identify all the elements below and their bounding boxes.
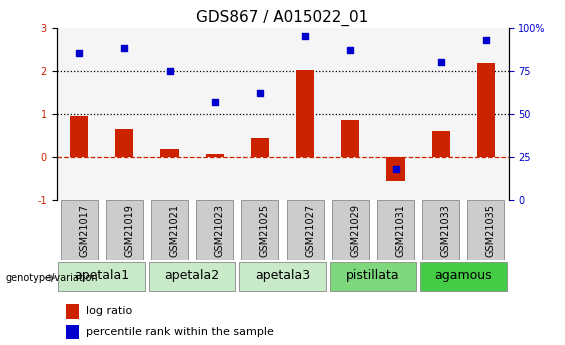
Text: GSM21029: GSM21029 xyxy=(350,204,360,257)
Bar xyxy=(467,200,505,260)
Bar xyxy=(286,200,324,260)
Text: pistillata: pistillata xyxy=(346,269,399,283)
Point xyxy=(301,33,310,39)
Bar xyxy=(66,325,79,339)
Title: GDS867 / A015022_01: GDS867 / A015022_01 xyxy=(197,10,368,26)
Text: GSM21027: GSM21027 xyxy=(305,204,315,257)
Point xyxy=(165,68,174,73)
Bar xyxy=(420,262,507,291)
Text: GSM21017: GSM21017 xyxy=(79,204,89,257)
Point xyxy=(481,37,490,42)
Bar xyxy=(66,304,79,319)
Text: GSM21019: GSM21019 xyxy=(124,204,134,257)
Bar xyxy=(160,149,179,157)
Bar xyxy=(386,157,405,181)
Bar xyxy=(241,200,279,260)
Point xyxy=(75,51,84,56)
Bar xyxy=(329,262,416,291)
Bar xyxy=(58,262,145,291)
Bar xyxy=(377,200,414,260)
Bar xyxy=(296,70,314,157)
Bar xyxy=(196,200,233,260)
Bar xyxy=(60,200,98,260)
Bar xyxy=(432,131,450,157)
Text: apetala3: apetala3 xyxy=(255,269,310,283)
Text: genotype/variation: genotype/variation xyxy=(6,273,98,283)
Text: GSM21031: GSM21031 xyxy=(396,204,406,257)
Point xyxy=(391,166,400,172)
Bar xyxy=(70,116,88,157)
Text: GSM21025: GSM21025 xyxy=(260,204,270,257)
Bar xyxy=(115,129,133,157)
Bar xyxy=(477,63,495,157)
Text: log ratio: log ratio xyxy=(86,306,132,316)
Bar xyxy=(332,200,369,260)
Point xyxy=(255,90,264,96)
Bar xyxy=(106,200,143,260)
Bar xyxy=(239,262,326,291)
Bar xyxy=(149,262,236,291)
Bar xyxy=(151,200,188,260)
Text: GSM21023: GSM21023 xyxy=(215,204,225,257)
Bar xyxy=(251,138,269,157)
Text: agamous: agamous xyxy=(434,269,492,283)
Bar xyxy=(422,200,459,260)
Text: GSM21035: GSM21035 xyxy=(486,204,496,257)
Point xyxy=(120,46,129,51)
Point xyxy=(436,59,445,65)
Text: percentile rank within the sample: percentile rank within the sample xyxy=(86,327,274,337)
Text: apetala2: apetala2 xyxy=(164,269,220,283)
Bar xyxy=(206,154,224,157)
Text: apetala1: apetala1 xyxy=(74,269,129,283)
Point xyxy=(210,99,219,105)
Text: GSM21021: GSM21021 xyxy=(170,204,180,257)
Text: GSM21033: GSM21033 xyxy=(441,204,451,257)
Bar xyxy=(341,120,359,157)
Point xyxy=(346,47,355,53)
